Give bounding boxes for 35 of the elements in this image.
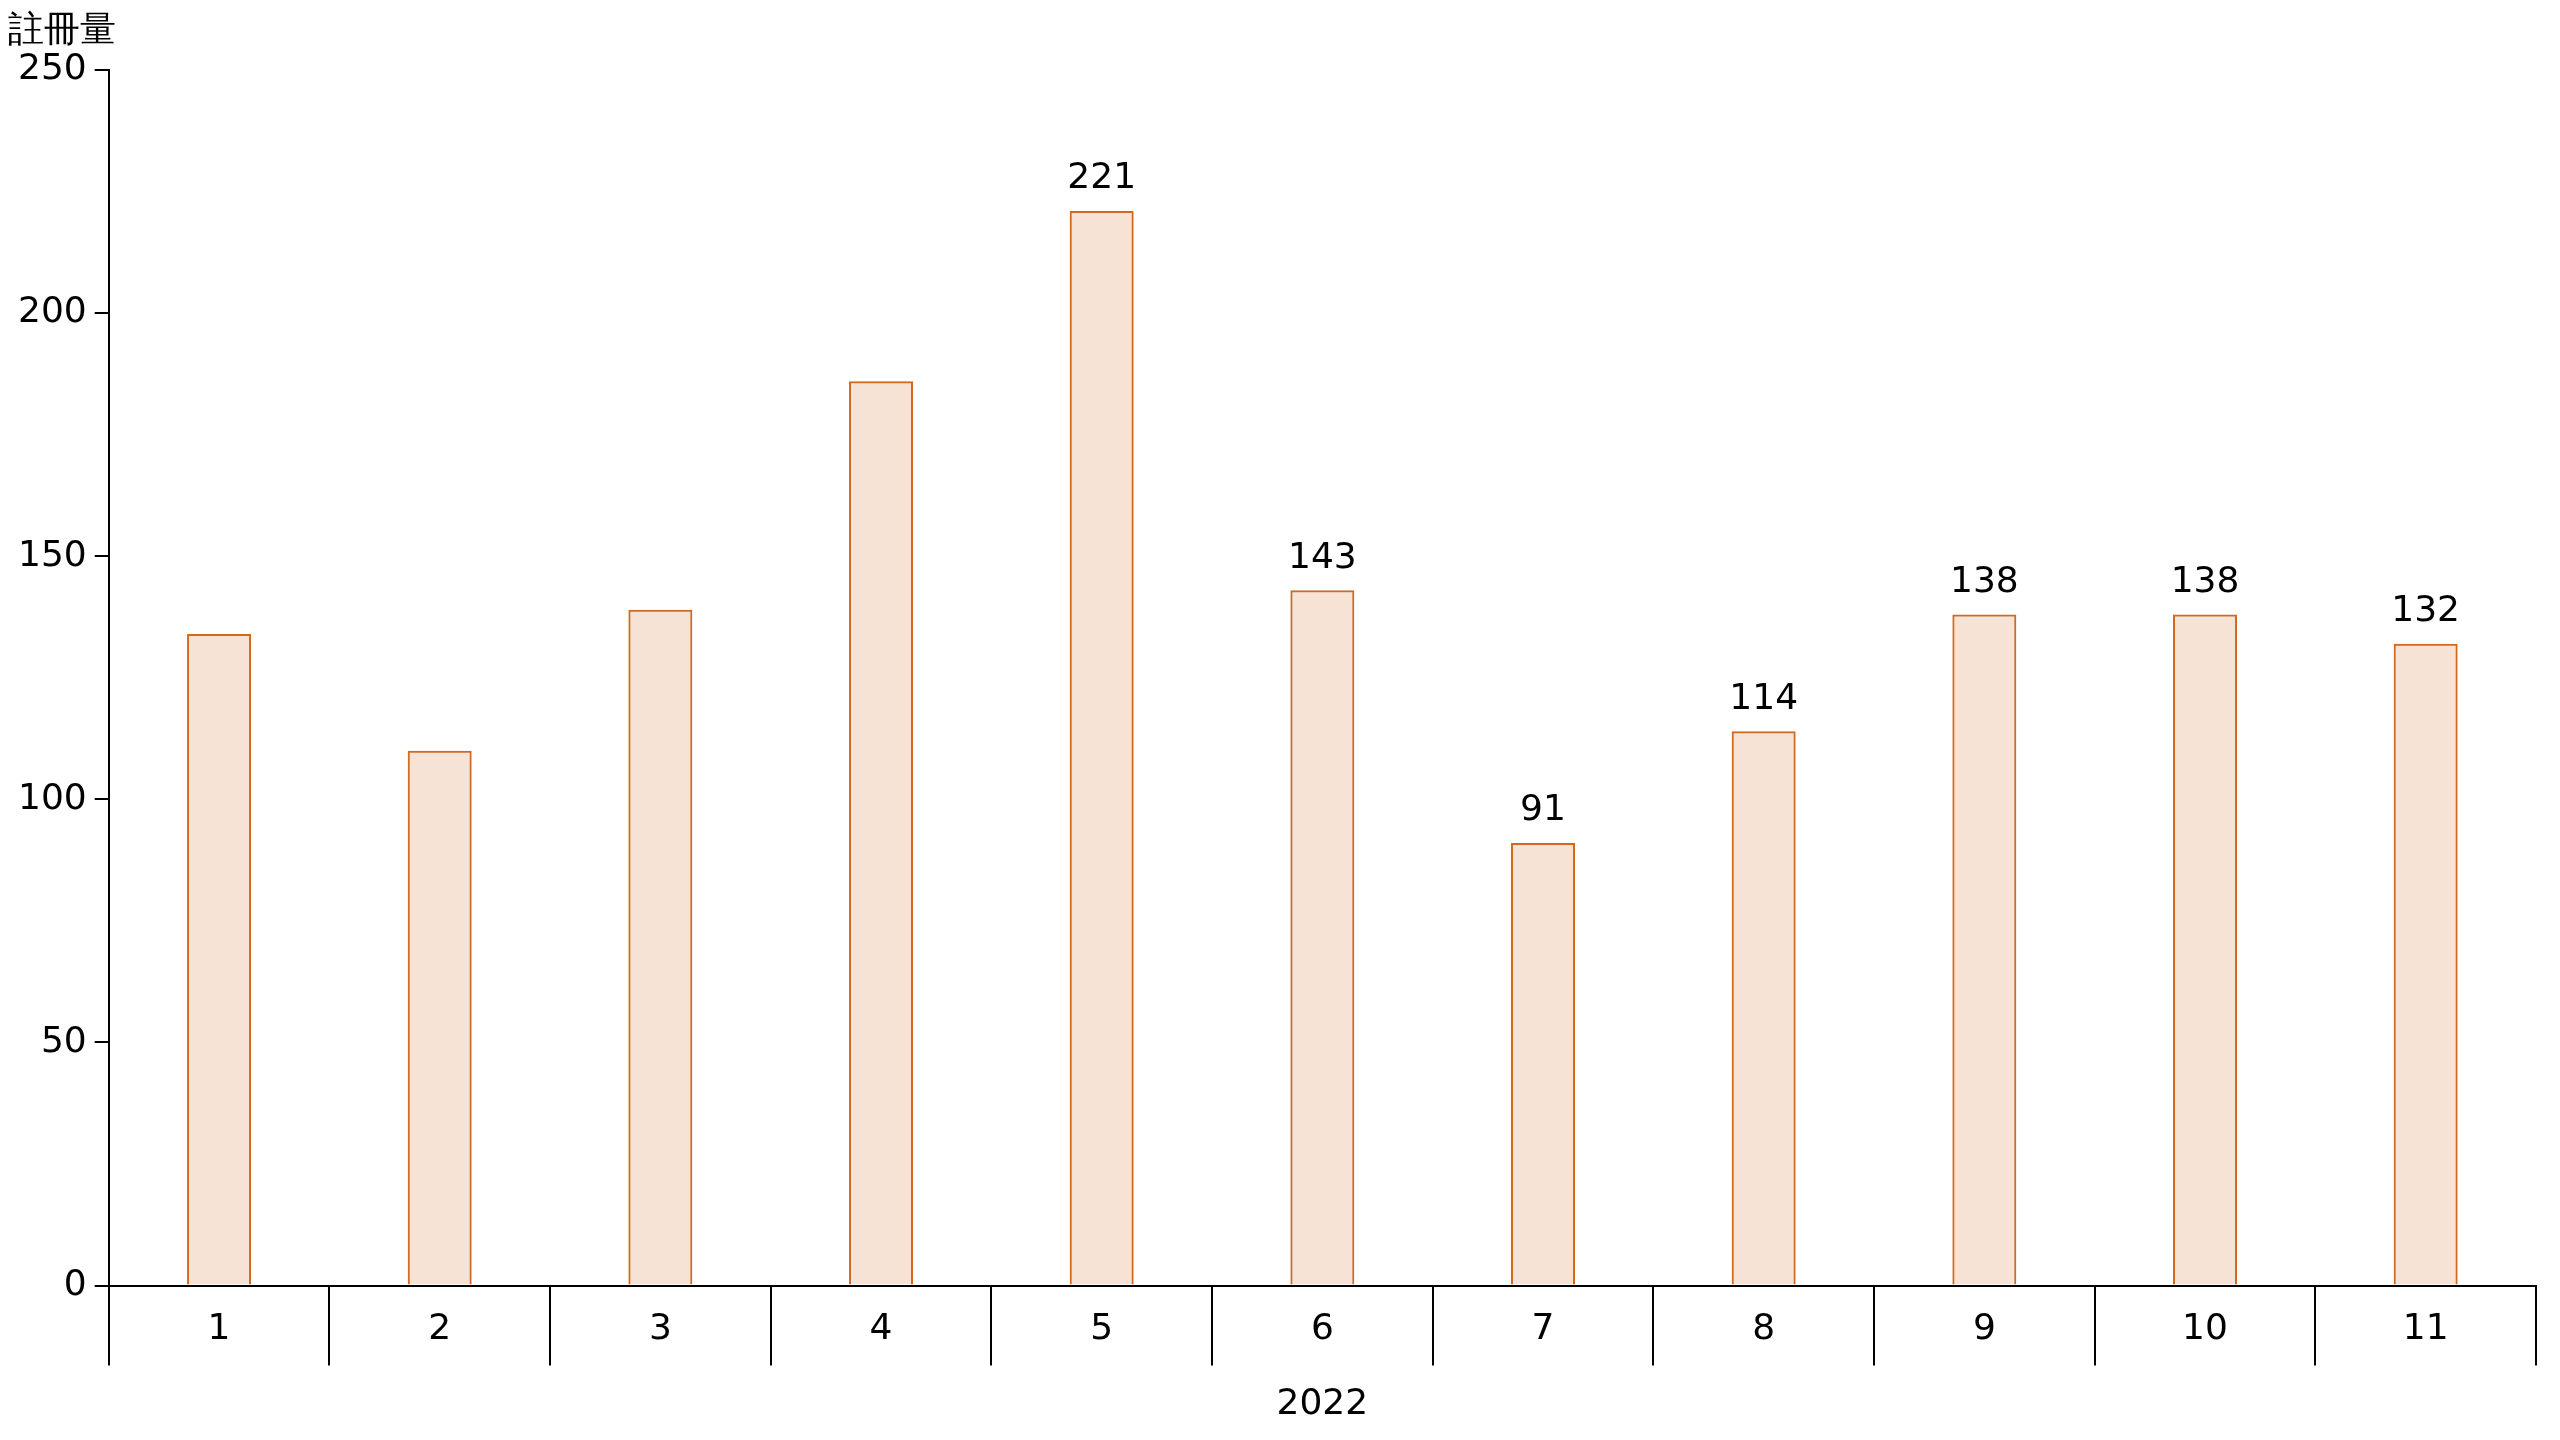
x-tick-label: 9	[1972, 1305, 1996, 1347]
x-tick-label: 10	[2182, 1305, 2228, 1347]
y-tick-label: 50	[40, 1018, 87, 1060]
bar	[1511, 843, 1576, 1285]
data-label: 91	[1520, 787, 1566, 829]
y-tick-label: 100	[17, 775, 87, 817]
x-tick-label: 4	[869, 1305, 893, 1347]
bar	[2393, 643, 2458, 1285]
x-axis-title: 2022	[1276, 1380, 1369, 1422]
bar	[849, 381, 914, 1285]
x-tick-label: 8	[1752, 1305, 1776, 1347]
data-label: 221	[1067, 155, 1137, 197]
bar	[187, 634, 252, 1285]
data-label: 143	[1288, 534, 1357, 576]
bar	[1731, 731, 1796, 1285]
y-tick-label: 200	[17, 289, 87, 331]
y-tick-label: 150	[17, 532, 87, 574]
y-tick-label: 0	[63, 1261, 87, 1303]
x-tick-label: 11	[2402, 1305, 2449, 1347]
x-tick-label: 6	[1310, 1305, 1334, 1347]
x-tick-label: 2	[428, 1305, 452, 1347]
data-label: 138	[1949, 558, 2019, 600]
x-tick-label: 5	[1090, 1305, 1114, 1347]
bar	[407, 750, 472, 1285]
bar	[1952, 614, 2017, 1285]
data-label: 138	[2170, 558, 2240, 600]
bar	[1069, 211, 1134, 1285]
x-tick-label: 3	[648, 1305, 672, 1347]
bar	[628, 609, 693, 1285]
bar	[2173, 614, 2237, 1285]
x-tick-label: 7	[1531, 1305, 1555, 1347]
data-label: 132	[2391, 588, 2461, 630]
x-tick-label: 1	[207, 1305, 231, 1347]
data-label: 114	[1729, 675, 1799, 717]
bar	[1290, 590, 1355, 1285]
